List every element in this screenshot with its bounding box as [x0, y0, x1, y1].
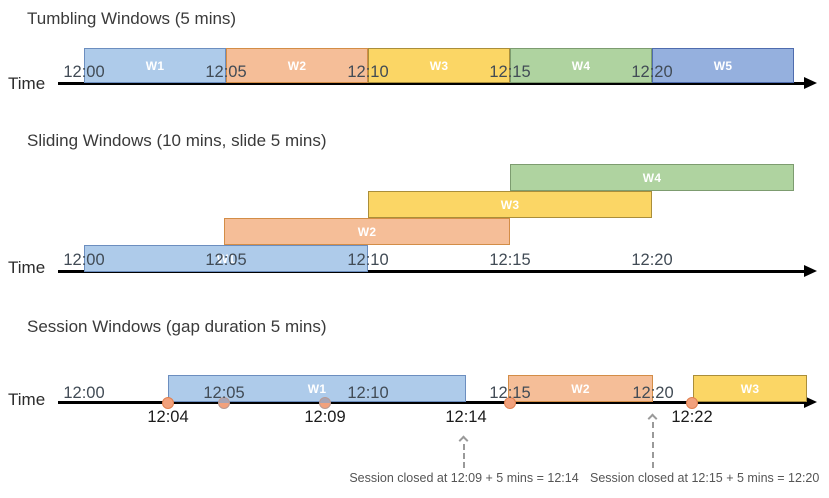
window-label-w2: W2 — [571, 381, 590, 396]
window-label-w1: W1 — [216, 251, 236, 266]
tumbling-tick-12-00: 12:00 — [63, 63, 105, 81]
tumbling-window-w3: W3 — [368, 48, 510, 83]
session-tick-12-00: 12:00 — [63, 384, 105, 402]
event-time-label-12-22: 12:22 — [671, 408, 713, 426]
window-label-w5: W5 — [713, 58, 733, 73]
axis-label-time-session: Time — [8, 390, 46, 409]
session-close-annotation-2: Session closed at 12:15 + 5 mins = 12:20 — [590, 471, 820, 485]
tumbling-window-w2: W2 — [226, 48, 368, 83]
event-dot-12-22 — [686, 397, 698, 409]
timeline-tumbling — [58, 82, 806, 85]
window-label-w3: W3 — [740, 381, 760, 396]
window-label-w1: W1 — [307, 381, 327, 396]
timeline-session — [58, 401, 806, 404]
event-dot-12-05 — [218, 397, 230, 409]
session-tick-12-05: 12:05 — [203, 384, 245, 402]
tumbling-window-w1: W1 — [84, 48, 226, 83]
window-label-w2: W2 — [357, 224, 377, 239]
event-dot-12-04 — [162, 397, 174, 409]
section-title-tumbling: Tumbling Windows (5 mins) — [27, 9, 237, 28]
session-close-annotation-1: Session closed at 12:09 + 5 mins = 12:14 — [349, 471, 579, 485]
window-label-w1: W1 — [145, 58, 165, 73]
event-dot-12-15 — [504, 397, 516, 409]
section-title-sliding: Sliding Windows (10 mins, slide 5 mins) — [27, 131, 327, 150]
event-time-label-12-04: 12:04 — [147, 408, 189, 426]
timeline-arrowhead-icon — [804, 396, 817, 408]
sliding-window-w1: W1 — [84, 245, 368, 272]
sliding-window-w2: W2 — [224, 218, 510, 245]
event-dot-12-09 — [319, 397, 331, 409]
sliding-tick-12-05: 12:05 — [205, 251, 247, 269]
tumbling-tick-12-15: 12:15 — [489, 63, 531, 81]
session-window-w2: W2 — [508, 375, 653, 402]
window-label-w4: W4 — [642, 170, 662, 185]
section-title-session: Session Windows (gap duration 5 mins) — [27, 317, 327, 336]
event-time-label-12-09: 12:09 — [304, 408, 346, 426]
tumbling-tick-12-05: 12:05 — [205, 63, 247, 81]
session-window-w3: W3 — [693, 375, 807, 402]
timeline-arrowhead-icon — [804, 265, 817, 277]
session-tick-12-20: 12:20 — [632, 384, 674, 402]
session-tick-12-10: 12:10 — [347, 384, 389, 402]
sliding-tick-12-20: 12:20 — [631, 251, 673, 269]
timeline-sliding — [58, 270, 806, 273]
session-window-w1: W1 — [168, 375, 466, 402]
window-label-w4: W4 — [571, 58, 591, 73]
tumbling-window-w5: W5 — [652, 48, 794, 83]
tumbling-window-w4: W4 — [510, 48, 652, 83]
sliding-window-w3: W3 — [368, 191, 652, 218]
sliding-window-w4: W4 — [510, 164, 794, 191]
close-time-label-12-14: 12:14 — [445, 408, 487, 426]
axis-label-time-tumbling: Time — [8, 74, 46, 93]
axis-label-time-sliding: Time — [8, 258, 46, 277]
window-label-w3: W3 — [500, 197, 520, 212]
sliding-tick-12-00: 12:00 — [63, 251, 105, 269]
tumbling-tick-12-10: 12:10 — [347, 63, 389, 81]
tumbling-tick-12-20: 12:20 — [631, 63, 673, 81]
timeline-arrowhead-icon — [804, 77, 817, 89]
window-label-w2: W2 — [287, 58, 307, 73]
session-close-arrow-1 — [463, 444, 465, 468]
window-label-w3: W3 — [429, 58, 449, 73]
sliding-tick-12-15: 12:15 — [489, 251, 531, 269]
session-close-arrow-2 — [652, 422, 654, 468]
sliding-tick-12-10: 12:10 — [347, 251, 389, 269]
session-tick-12-15: 12:15 — [489, 384, 531, 402]
